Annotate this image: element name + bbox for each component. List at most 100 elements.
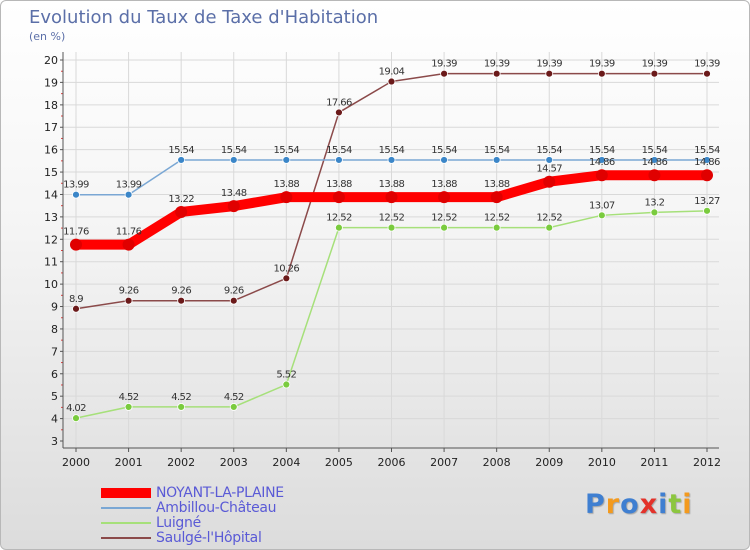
data-point-luigne bbox=[282, 380, 291, 389]
data-label-noyant-la-plaine: 13.88 bbox=[274, 179, 300, 190]
data-point-ambillou-chateau bbox=[282, 156, 291, 164]
data-label-noyant-la-plaine: 14.57 bbox=[536, 164, 562, 175]
y-tick-label: 17 bbox=[44, 121, 58, 134]
x-tick-label: 2000 bbox=[62, 456, 90, 469]
x-tick-label: 2005 bbox=[325, 456, 353, 469]
data-point-ambillou-chateau bbox=[335, 156, 343, 164]
legend-swatch bbox=[101, 507, 151, 509]
data-point-noyant-la-plaine bbox=[385, 191, 398, 204]
data-point-luigne bbox=[492, 223, 501, 232]
data-label-luigne: 13.27 bbox=[694, 196, 720, 207]
data-point-noyant-la-plaine bbox=[648, 169, 661, 182]
chart-subtitle: (en %) bbox=[29, 30, 66, 43]
data-label-ambillou-chateau: 13.99 bbox=[116, 180, 142, 191]
data-point-saulge-l-hopital bbox=[492, 69, 501, 78]
data-label-ambillou-chateau: 15.54 bbox=[694, 145, 720, 156]
data-point-ambillou-chateau bbox=[387, 156, 396, 164]
data-point-ambillou-chateau bbox=[545, 156, 554, 164]
logo-letter: t bbox=[668, 489, 683, 520]
y-tick-label: 19 bbox=[44, 76, 58, 89]
data-label-noyant-la-plaine: 14.86 bbox=[589, 157, 615, 168]
data-point-ambillou-chateau bbox=[440, 156, 448, 164]
data-point-ambillou-chateau bbox=[177, 156, 186, 164]
data-point-saulge-l-hopital bbox=[650, 69, 659, 78]
data-label-saulge-l-hopital: 19.04 bbox=[379, 67, 405, 78]
data-label-saulge-l-hopital: 19.39 bbox=[431, 59, 457, 70]
data-point-saulge-l-hopital bbox=[545, 69, 554, 78]
data-point-noyant-la-plaine bbox=[701, 169, 713, 182]
data-label-ambillou-chateau: 15.54 bbox=[326, 145, 352, 156]
data-label-noyant-la-plaine: 13.88 bbox=[431, 179, 457, 190]
data-label-saulge-l-hopital: 10.26 bbox=[274, 263, 300, 274]
logo-letter: x bbox=[639, 489, 659, 520]
data-label-ambillou-chateau: 15.54 bbox=[431, 145, 457, 156]
legend-item: Luigné bbox=[101, 515, 361, 531]
data-label-luigne: 4.52 bbox=[171, 392, 191, 403]
y-tick-label: 10 bbox=[44, 278, 58, 291]
data-label-saulge-l-hopital: 9.26 bbox=[119, 286, 139, 297]
data-point-saulge-l-hopital bbox=[335, 108, 343, 117]
legend-item: Ambillou-Château bbox=[101, 500, 361, 516]
data-point-saulge-l-hopital bbox=[703, 69, 711, 78]
data-label-luigne: 12.52 bbox=[379, 213, 405, 224]
data-label-saulge-l-hopital: 9.26 bbox=[171, 286, 191, 297]
legend-label: Ambillou-Château bbox=[156, 500, 277, 516]
x-tick-label: 2006 bbox=[378, 456, 406, 469]
y-tick-label: 16 bbox=[44, 144, 58, 157]
data-point-ambillou-chateau bbox=[703, 156, 711, 164]
x-tick-label: 2001 bbox=[115, 456, 143, 469]
data-label-luigne: 12.52 bbox=[431, 213, 457, 224]
data-point-luigne bbox=[177, 403, 186, 411]
legend-swatch bbox=[101, 522, 151, 524]
data-point-ambillou-chateau bbox=[597, 156, 606, 164]
legend-label: Saulgé-l'Hôpital bbox=[156, 530, 262, 546]
data-label-noyant-la-plaine: 11.76 bbox=[116, 227, 142, 238]
data-label-ambillou-chateau: 15.54 bbox=[536, 145, 562, 156]
data-label-saulge-l-hopital: 17.66 bbox=[326, 97, 352, 108]
data-point-ambillou-chateau bbox=[124, 190, 133, 199]
data-point-noyant-la-plaine bbox=[332, 191, 345, 204]
legend-label: NOYANT-LA-PLAINE bbox=[156, 485, 284, 501]
data-point-noyant-la-plaine bbox=[595, 169, 608, 182]
data-label-luigne: 13.2 bbox=[644, 197, 664, 208]
data-label-noyant-la-plaine: 13.22 bbox=[168, 194, 194, 205]
data-label-noyant-la-plaine: 11.76 bbox=[63, 227, 89, 238]
data-point-noyant-la-plaine bbox=[280, 191, 293, 204]
data-label-saulge-l-hopital: 19.39 bbox=[484, 59, 510, 70]
data-label-ambillou-chateau: 15.54 bbox=[221, 145, 247, 156]
data-label-saulge-l-hopital: 19.39 bbox=[642, 59, 668, 70]
data-label-luigne: 12.52 bbox=[484, 213, 510, 224]
data-point-saulge-l-hopital bbox=[124, 296, 133, 305]
logo-letter: i bbox=[682, 489, 693, 520]
data-point-luigne bbox=[545, 223, 554, 232]
data-point-noyant-la-plaine bbox=[490, 191, 503, 204]
data-label-noyant-la-plaine: 13.48 bbox=[221, 188, 247, 199]
data-point-saulge-l-hopital bbox=[282, 274, 291, 283]
data-label-ambillou-chateau: 15.54 bbox=[274, 145, 300, 156]
series-group bbox=[70, 69, 713, 423]
grid-lines bbox=[63, 52, 719, 448]
data-label-noyant-la-plaine: 14.86 bbox=[694, 157, 720, 168]
logo-letter: r bbox=[605, 489, 621, 520]
y-tick-label: 20 bbox=[44, 54, 58, 67]
x-tick-label: 2004 bbox=[272, 456, 300, 469]
y-tick-label: 7 bbox=[51, 345, 58, 358]
logo-letter: i bbox=[658, 489, 669, 520]
data-label-luigne: 4.02 bbox=[66, 403, 86, 414]
data-label-noyant-la-plaine: 13.88 bbox=[326, 179, 352, 190]
data-label-luigne: 12.52 bbox=[326, 213, 352, 224]
data-point-saulge-l-hopital bbox=[177, 296, 186, 305]
data-label-luigne: 13.07 bbox=[589, 200, 615, 211]
y-tick-label: 3 bbox=[51, 435, 58, 448]
data-point-noyant-la-plaine bbox=[122, 238, 135, 251]
y-tick-label: 5 bbox=[51, 390, 58, 403]
chart-title: Evolution du Taux de Taxe d'Habitation bbox=[29, 7, 379, 28]
data-point-noyant-la-plaine bbox=[543, 175, 556, 188]
data-label-saulge-l-hopital: 19.39 bbox=[589, 59, 615, 70]
data-label-ambillou-chateau: 15.54 bbox=[168, 145, 194, 156]
data-label-ambillou-chateau: 15.54 bbox=[484, 145, 510, 156]
data-label-ambillou-chateau: 13.99 bbox=[63, 180, 89, 191]
data-label-noyant-la-plaine: 13.88 bbox=[484, 179, 510, 190]
